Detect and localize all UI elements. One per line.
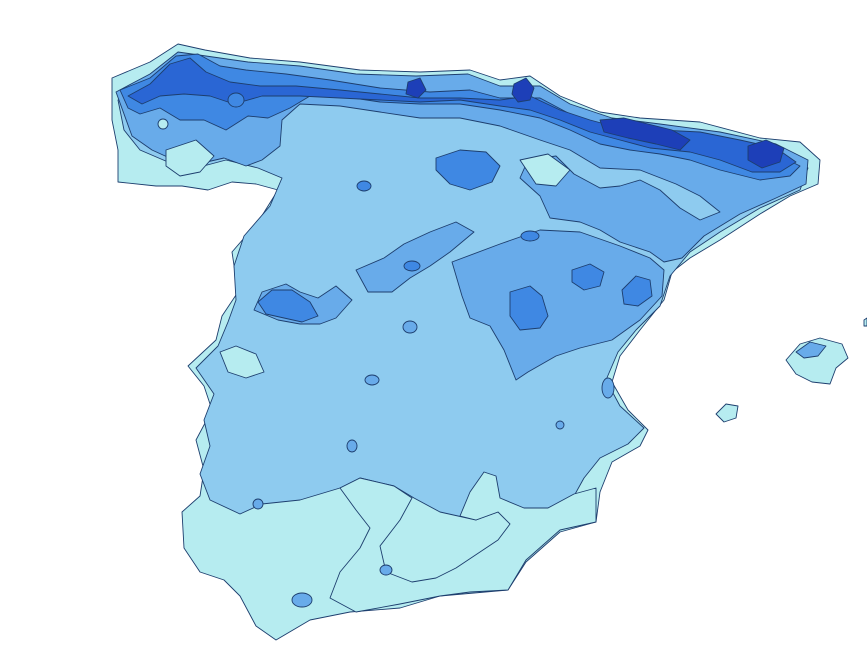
east-high-pocket-2 [571, 263, 605, 291]
contour-blob [346, 439, 358, 453]
island-mallorca-high [795, 341, 827, 359]
north-interior-pocket [435, 149, 501, 191]
central-ridge-zone [355, 221, 475, 293]
north-high-zone [119, 53, 801, 181]
pyrenees-peak-east [747, 139, 785, 169]
contour-blob [252, 498, 264, 510]
contour-blob [356, 180, 372, 192]
contour-blob [601, 377, 615, 399]
contour-blob [520, 230, 540, 242]
contour-blob [227, 92, 245, 108]
cantabrian-peak-2 [405, 77, 427, 99]
east-plateau-zone [451, 229, 665, 381]
pyrenees-peak-west [599, 117, 691, 151]
contour-blob [291, 592, 313, 608]
east-high-pocket [509, 285, 549, 331]
galicia-light-pocket [165, 139, 215, 177]
north-light-pocket [519, 153, 571, 187]
contour-blob [157, 118, 169, 130]
west-pocket [257, 289, 319, 323]
east-high-pocket-3 [621, 275, 653, 307]
contour-blob [379, 564, 393, 576]
contour-blob [364, 374, 380, 386]
contour-blob [402, 320, 418, 334]
cantabrian-peak [511, 77, 535, 103]
island-ibiza [715, 403, 739, 423]
contour-blob [403, 260, 421, 272]
island-menorca [863, 317, 867, 327]
contour-blob [555, 420, 565, 430]
cantabrian-zone [127, 57, 797, 173]
west-light-pocket [219, 345, 265, 379]
